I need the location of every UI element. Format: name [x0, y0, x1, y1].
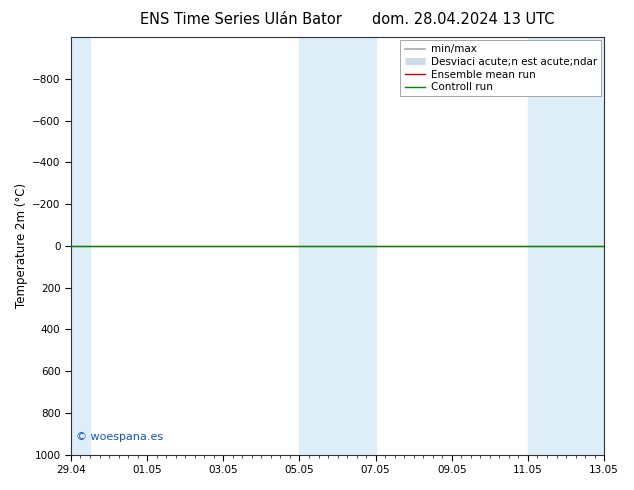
Text: ENS Time Series Ulán Bator: ENS Time Series Ulán Bator [140, 12, 342, 27]
Y-axis label: Temperature 2m (°C): Temperature 2m (°C) [15, 183, 28, 308]
Bar [299, 37, 375, 455]
Legend: min/max, Desviaci acute;n est acute;ndar, Ensemble mean run, Controll run: min/max, Desviaci acute;n est acute;ndar… [401, 40, 601, 97]
Bar [71, 37, 90, 455]
Text: © woespana.es: © woespana.es [76, 432, 164, 442]
Text: dom. 28.04.2024 13 UTC: dom. 28.04.2024 13 UTC [372, 12, 554, 27]
Bar [528, 37, 604, 455]
